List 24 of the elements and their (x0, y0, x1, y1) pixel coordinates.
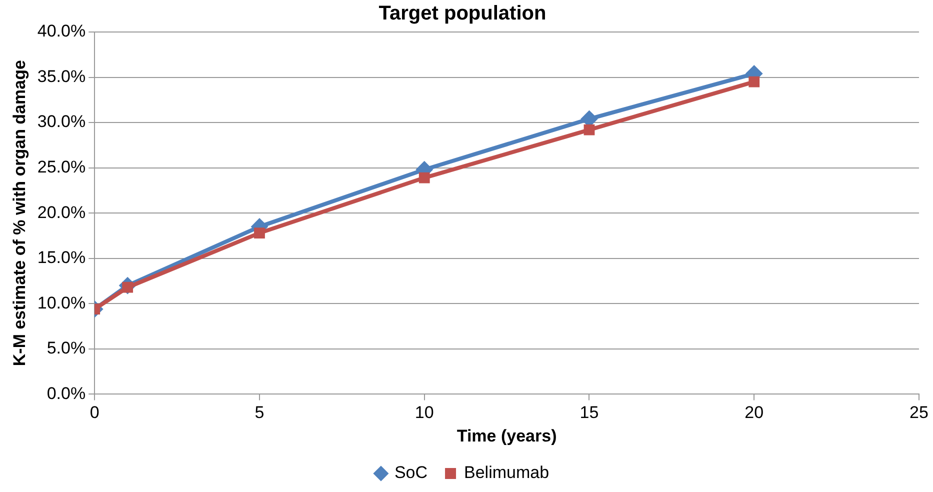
point (418, 172, 430, 184)
y-tick-label: 10.0% (37, 293, 86, 312)
legend-label: Belimumab (464, 463, 550, 482)
y-tick-label: 15.0% (37, 248, 86, 268)
x-tick-label: 15 (580, 403, 599, 422)
y-tick-label: 40.0% (37, 22, 86, 41)
x-tick-label: 10 (414, 403, 434, 422)
chart-title: Target population (378, 2, 546, 25)
y-axis-title: K-M estimate of % with organ damage (10, 60, 29, 366)
x-axis-title: Time (years) (456, 426, 557, 446)
y-tick-label: 0.0% (46, 384, 86, 403)
x-tick-label: 20 (744, 403, 764, 422)
y-tick-label: 30.0% (37, 112, 86, 132)
x-tick-label: 0 (90, 403, 100, 422)
x-tick-label: 5 (254, 403, 264, 422)
point (748, 76, 760, 88)
y-tick-label: 35.0% (37, 66, 86, 86)
point (254, 228, 265, 238)
y-tick-label: 25.0% (37, 158, 86, 177)
legend-label: SoC (394, 463, 428, 482)
point (584, 124, 595, 136)
y-tick-label: 5.0% (46, 338, 86, 358)
y-tick-label: 20.0% (37, 202, 86, 222)
x-tick-label: 25 (910, 403, 928, 422)
